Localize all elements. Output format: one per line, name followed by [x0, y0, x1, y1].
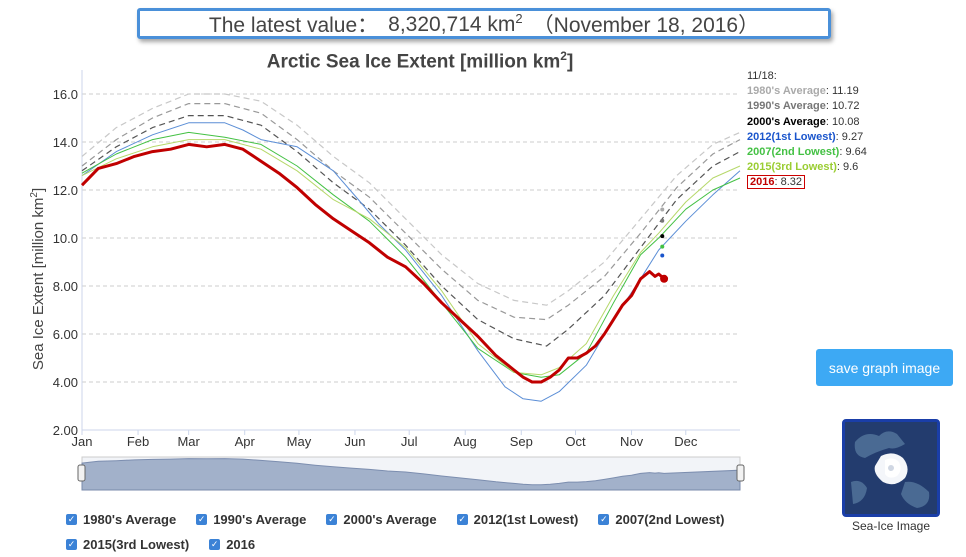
x-tick-label: Sep: [510, 434, 533, 449]
side-legend-entry: 2012(1st Lowest): 9.27: [747, 130, 864, 143]
side-legend-name: 1980's Average: [747, 85, 826, 98]
legend-item-2007-2nd-lowest-[interactable]: ✓ 2007(2nd Lowest): [598, 512, 724, 527]
series-line-2007-2nd-lowest-: [81, 131, 741, 378]
checkbox-checked-icon[interactable]: ✓: [66, 539, 77, 550]
series-line-2000-s-average: [81, 114, 741, 347]
y-tick-label: 14.0: [53, 135, 78, 150]
y-tick-label: 12.0: [53, 183, 78, 198]
legend-item-2012-1st-lowest-[interactable]: ✓ 2012(1st Lowest): [456, 512, 579, 527]
series-legend: ✓ 1980's Average ✓ 1990's Average ✓ 2000's Av…: [66, 507, 766, 557]
x-tick-label: Jul: [401, 434, 418, 449]
series-line-2016: [80, 142, 666, 384]
current-value-marker: [660, 218, 665, 223]
legend-label: 1990's Average: [213, 512, 307, 527]
legend-item-2016[interactable]: ✓ 2016: [209, 537, 255, 552]
legend-item-1980-s-average[interactable]: ✓ 1980's Average: [66, 512, 176, 527]
current-value-marker: [660, 207, 665, 212]
side-legend-entry: 2016: 8.32: [747, 175, 867, 190]
current-2016-marker: [660, 274, 669, 283]
x-tick-label: Jan: [72, 434, 93, 449]
checkbox-checked-icon[interactable]: ✓: [196, 514, 208, 525]
checkbox-checked-icon[interactable]: ✓: [326, 514, 338, 525]
side-legend-value: 9.27: [841, 130, 864, 143]
current-value-marker: [660, 253, 665, 258]
current-value-marker: [660, 244, 665, 249]
legend-label: 2015(3rd Lowest): [83, 537, 190, 552]
side-legend-value: 9.64: [845, 146, 867, 159]
current-value-marker: [660, 234, 665, 239]
latest-date: （November 18, 2016）: [532, 13, 760, 37]
navigator-handle-left: [77, 464, 86, 482]
legend-label: 2016: [226, 537, 256, 552]
checkbox-checked-icon[interactable]: ✓: [456, 514, 468, 525]
side-legend-entry: 2015(3rd Lowest): 9.6: [747, 161, 859, 174]
save-graph-image-button[interactable]: save graph image: [816, 349, 953, 386]
x-tick-label: Mar: [177, 434, 200, 449]
x-tick-label: Feb: [127, 434, 149, 449]
side-legend-value: 9.6: [843, 161, 859, 174]
side-legend-entry: 2000's Average: 10.08: [747, 115, 860, 128]
y-tick-label: 2.00: [53, 423, 78, 438]
x-tick-label: Dec: [674, 434, 698, 449]
legend-label: 1980's Average: [83, 512, 177, 527]
latest-value-box: The latest value： 8,320,714 km2 （Novembe…: [137, 8, 831, 39]
navigator-handle-right: [736, 464, 745, 482]
legend-item-2000-s-average[interactable]: ✓ 2000's Average: [326, 512, 437, 527]
latest-label: The latest value：: [208, 13, 379, 37]
side-legend-entry: 2007(2nd Lowest): 9.64: [747, 146, 867, 159]
side-legend-name: 2016: [750, 176, 775, 189]
side-legend-name: 2007(2nd Lowest): [747, 146, 840, 159]
series-line-2015-3rd-lowest-: [81, 139, 741, 376]
y-tick-label: 16.0: [53, 87, 78, 102]
checkbox-checked-icon[interactable]: ✓: [209, 539, 221, 550]
y-tick-label: 8.00: [53, 279, 78, 294]
legend-label: 2012(1st Lowest): [473, 512, 579, 527]
side-legend-name: 2012(1st Lowest): [747, 130, 836, 143]
x-tick-label: May: [287, 434, 312, 449]
navigator-area: [81, 458, 741, 491]
series-line-1980-s-average: [81, 93, 741, 306]
y-tick-label: 10.0: [53, 231, 78, 246]
side-legend-name: 2015(3rd Lowest): [747, 161, 837, 174]
chart-title: Arctic Sea Ice Extent [million km2]: [266, 49, 574, 73]
legend-label: 2007(2nd Lowest): [615, 512, 725, 527]
side-legend-entry: 1990's Average: 10.72: [747, 100, 860, 113]
side-legend-entry: 1980's Average: 11.19: [747, 85, 859, 98]
sea-ice-image-thumbnail[interactable]: [842, 419, 940, 517]
side-legend-value: 8.32: [780, 176, 803, 189]
thumbnail-caption: Sea-Ice Image: [851, 519, 931, 533]
side-legend-value: 10.72: [831, 100, 860, 113]
x-tick-label: Oct: [565, 434, 586, 449]
side-legend-date: 11/18:: [747, 70, 777, 82]
side-legend-value: 10.08: [831, 115, 860, 128]
x-tick-label: Apr: [235, 434, 256, 449]
y-tick-label: 4.00: [53, 375, 78, 390]
side-legend: 11/18: 1980's Average: 11.19 1990's Avera…: [747, 69, 867, 191]
series-line-2012-1st-lowest-: [81, 122, 741, 402]
legend-item-1990-s-average[interactable]: ✓ 1990's Average: [196, 512, 306, 527]
latest-value: 8,320,714 km2: [388, 10, 523, 36]
checkbox-checked-icon[interactable]: ✓: [598, 514, 610, 525]
legend-label: 2000's Average: [343, 512, 437, 527]
x-tick-label: Jun: [344, 434, 365, 449]
x-tick-label: Nov: [620, 434, 644, 449]
checkbox-checked-icon[interactable]: ✓: [66, 514, 77, 525]
side-legend-value: 11.19: [831, 85, 859, 98]
y-tick-label: 6.00: [53, 327, 78, 342]
side-legend-name: 1990's Average: [747, 100, 826, 113]
x-tick-label: Aug: [454, 434, 477, 449]
legend-item-2015-3rd-lowest-[interactable]: ✓ 2015(3rd Lowest): [66, 537, 189, 552]
side-legend-name: 2000's Average: [747, 115, 826, 128]
series-line-1990-s-average: [81, 102, 741, 321]
